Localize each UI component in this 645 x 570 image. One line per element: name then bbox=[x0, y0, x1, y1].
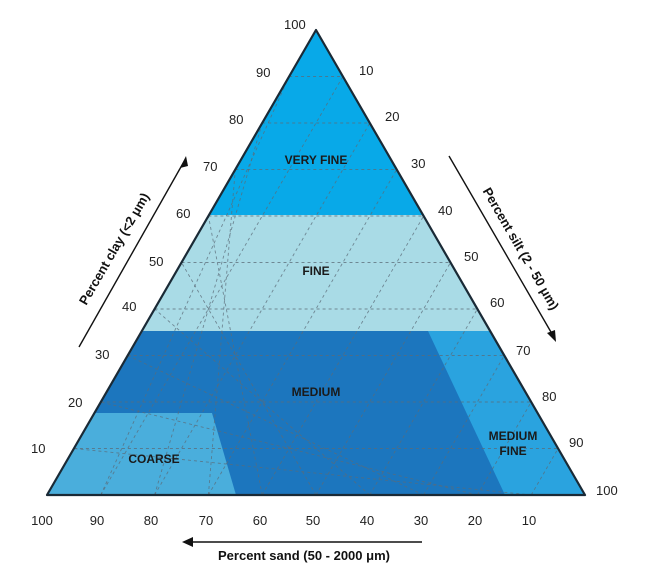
zone-label-coarse: COARSE bbox=[128, 452, 179, 466]
silt-tick: 70 bbox=[516, 343, 530, 358]
grid-line-right bbox=[530, 448, 559, 496]
sand-tick: 100 bbox=[31, 513, 53, 528]
zone-label-medium-fine-2: FINE bbox=[499, 444, 526, 458]
grid-line-right bbox=[423, 355, 505, 496]
clay-axis-title: Percent clay (<2 μm) bbox=[76, 190, 152, 307]
clay-tick: 80 bbox=[229, 112, 243, 127]
silt-tick: 40 bbox=[438, 203, 452, 218]
sand-tick: 90 bbox=[90, 513, 104, 528]
sand-tick: 50 bbox=[306, 513, 320, 528]
clay-tick: 20 bbox=[68, 395, 82, 410]
grid-line-right bbox=[208, 169, 398, 496]
clay-tick: 10 bbox=[31, 441, 45, 456]
zone-fine bbox=[143, 215, 490, 331]
grid-line-right bbox=[100, 76, 344, 496]
silt-tick: 100 bbox=[596, 483, 618, 498]
sand-tick: 10 bbox=[522, 513, 536, 528]
zone-label-very-fine: VERY FINE bbox=[285, 153, 348, 167]
silt-tick: 20 bbox=[385, 109, 399, 124]
clay-tick: 60 bbox=[176, 206, 190, 221]
sand-arrowhead-icon bbox=[182, 537, 193, 547]
grid-line-left bbox=[181, 262, 317, 496]
grid-line-left bbox=[127, 355, 424, 496]
triangle-outline bbox=[45, 28, 587, 497]
zone-label-fine: FINE bbox=[302, 264, 329, 278]
sand-tick: 80 bbox=[144, 513, 158, 528]
clay-ticks: 10 20 30 40 50 60 70 80 90 100 bbox=[31, 17, 306, 456]
clay-tick: 70 bbox=[203, 159, 217, 174]
grid-line-right bbox=[315, 262, 451, 496]
zone-label-medium-fine-1: MEDIUM bbox=[489, 429, 538, 443]
clay-tick: 100 bbox=[284, 17, 306, 32]
silt-arrowhead-icon bbox=[547, 330, 556, 342]
silt-tick: 50 bbox=[464, 249, 478, 264]
silt-arrow-icon bbox=[448, 155, 556, 340]
zone-medium-fine bbox=[428, 331, 585, 495]
clay-tick: 40 bbox=[122, 299, 136, 314]
sand-tick: 40 bbox=[360, 513, 374, 528]
clay-tick: 30 bbox=[95, 347, 109, 362]
grid-line-left bbox=[207, 215, 263, 496]
clay-tick: 90 bbox=[256, 65, 270, 80]
zone-very-fine bbox=[210, 30, 422, 215]
sand-tick: 20 bbox=[468, 513, 482, 528]
silt-tick: 30 bbox=[411, 156, 425, 171]
sand-ticks: 100 90 80 70 60 50 40 30 20 10 bbox=[31, 513, 536, 528]
zone-label-medium: MEDIUM bbox=[292, 385, 341, 399]
silt-axis-title: Percent silt (2 - 50 μm) bbox=[480, 185, 562, 313]
sand-tick: 70 bbox=[199, 513, 213, 528]
sand-tick: 60 bbox=[253, 513, 267, 528]
clay-arrow-icon bbox=[78, 157, 187, 348]
clay-arrowhead-icon bbox=[180, 156, 188, 168]
silt-tick: 10 bbox=[359, 63, 373, 78]
silt-tick: 90 bbox=[569, 435, 583, 450]
zone-coarse bbox=[47, 413, 236, 495]
grid-line-left bbox=[154, 122, 263, 496]
grid-line-left bbox=[100, 401, 478, 496]
grid-line-left bbox=[73, 448, 532, 496]
sand-tick: 30 bbox=[414, 513, 428, 528]
silt-ticks: 10 20 30 40 50 60 70 80 90 100 bbox=[359, 63, 618, 498]
clay-tick: 50 bbox=[149, 254, 163, 269]
silt-tick: 80 bbox=[542, 389, 556, 404]
silt-tick: 60 bbox=[490, 295, 504, 310]
triangle-grid bbox=[73, 76, 559, 496]
sand-axis-title: Percent sand (50 - 2000 μm) bbox=[218, 548, 390, 563]
